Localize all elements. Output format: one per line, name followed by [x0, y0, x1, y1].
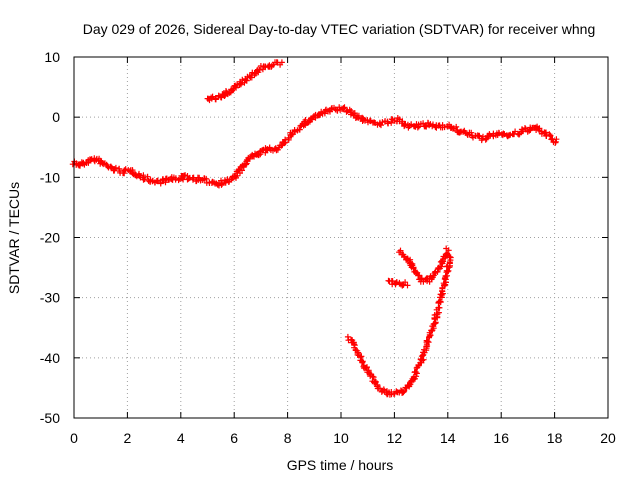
x-tick-label: 8	[284, 430, 292, 446]
series-small-dash	[385, 277, 411, 289]
y-tick-label: -40	[40, 350, 60, 366]
x-tick-label: 12	[387, 430, 403, 446]
series-main-trace	[69, 104, 560, 189]
x-axis-ticks: 0 2 4 6 8 10 12 14 16 18 20	[70, 57, 616, 446]
x-tick-label: 2	[124, 430, 132, 446]
x-tick-label: 18	[547, 430, 563, 446]
x-tick-label: 16	[493, 430, 509, 446]
x-axis-label: GPS time / hours	[287, 457, 394, 473]
series-lower-hook	[344, 253, 454, 398]
y-tick-label: -10	[40, 169, 60, 185]
x-tick-label: 4	[177, 430, 185, 446]
series-markers	[204, 59, 285, 104]
x-tick-label: 0	[70, 430, 78, 446]
x-tick-label: 6	[230, 430, 238, 446]
series-upper-arc	[204, 59, 285, 104]
x-tick-label: 14	[440, 430, 456, 446]
x-tick-label: 10	[333, 430, 349, 446]
x-tick-label: 20	[600, 430, 616, 446]
y-tick-label: -50	[40, 410, 60, 426]
series-v-curve	[396, 245, 452, 285]
grid-lines	[74, 57, 608, 418]
series-markers	[344, 253, 454, 398]
y-tick-label: 10	[44, 49, 60, 65]
y-tick-label: -30	[40, 290, 60, 306]
series-markers	[396, 245, 452, 285]
y-tick-label: -20	[40, 230, 60, 246]
y-tick-label: 0	[52, 109, 60, 125]
chart-title: Day 029 of 2026, Sidereal Day-to-day VTE…	[83, 21, 596, 37]
data-series	[69, 59, 560, 398]
y-axis-label: SDTVAR / TECUs	[6, 182, 22, 294]
series-markers	[385, 277, 411, 289]
y-axis-ticks: 10 0 -10 -20 -30 -40 -50	[40, 49, 608, 426]
series-markers	[69, 104, 560, 189]
